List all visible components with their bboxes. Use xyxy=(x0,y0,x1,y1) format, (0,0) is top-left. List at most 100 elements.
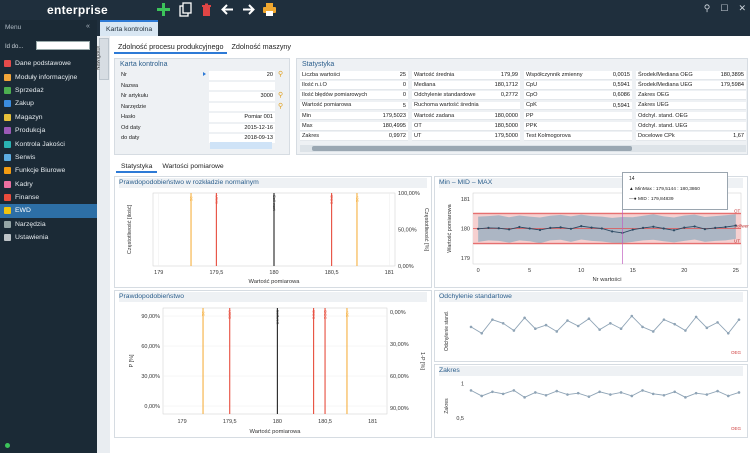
delete-icon[interactable] xyxy=(199,2,214,17)
sidebar-item-3[interactable]: Zakup xyxy=(0,97,97,110)
pin-icon[interactable]: ⚲ xyxy=(703,3,711,13)
subtab-statystyka[interactable]: Statystyka xyxy=(116,162,158,173)
data-point xyxy=(598,328,601,331)
tab-karta-kontrolna[interactable]: Karta kontrolna xyxy=(100,20,159,36)
stat-value: 0 xyxy=(402,82,406,89)
tooltip-line1-text: MinMax : 179,5144 : 180,3860 xyxy=(635,187,700,192)
y2-tick-label: 100,00% xyxy=(398,191,420,197)
sidebar-item-0[interactable]: Dane podstawowe xyxy=(0,57,97,70)
menu-item-icon xyxy=(4,100,11,108)
search-icon[interactable]: ⚲ xyxy=(278,102,284,110)
y2-axis-label: 1-P [%] xyxy=(419,352,425,370)
series-line xyxy=(470,389,740,398)
limit-label: OT xyxy=(734,209,741,214)
sidebar-item-8[interactable]: Funkcje Biurowe xyxy=(0,164,97,177)
sidebar-item-9[interactable]: Kadry xyxy=(0,178,97,191)
marker-label: -3S xyxy=(201,310,206,317)
menu-list: Dane podstawowe Moduły informacyjne Sprzed… xyxy=(0,57,97,244)
search-icon[interactable]: ⚲ xyxy=(278,92,284,99)
tab-process-capability[interactable]: Zdolność procesu produkcyjnego xyxy=(114,40,228,54)
id-select[interactable] xyxy=(36,41,90,50)
stat-row: CpO 0,6086 xyxy=(524,91,632,100)
sidebar-item-2[interactable]: Sprzedaż xyxy=(0,84,97,97)
sidebar-item-5[interactable]: Produkcja xyxy=(0,124,97,137)
stat-label: Środek/Mediana OEG xyxy=(638,71,693,78)
stat-value: 180,1712 xyxy=(494,82,518,89)
mid-point xyxy=(641,226,645,230)
mid-point xyxy=(703,227,707,231)
navigator-tab[interactable]: Nawigator xyxy=(95,38,109,80)
search-icon[interactable]: ⚲ xyxy=(278,71,284,78)
mid-point xyxy=(507,228,511,231)
x-axis-label: Nr wartości xyxy=(593,277,622,283)
maximize-icon[interactable]: ☐ xyxy=(720,3,729,13)
sidebar-item-label: Sprzedaż xyxy=(15,86,44,94)
y-tick-label: 90,00% xyxy=(141,314,160,320)
marker-label: Sollwert xyxy=(275,310,280,325)
stat-label: PP xyxy=(526,112,534,119)
stat-label: Odchyl. stand. OEG xyxy=(638,112,688,119)
karta-row-field[interactable]: 2015-12-16 xyxy=(209,123,275,132)
sidebar-item-7[interactable]: Serwis xyxy=(0,151,97,164)
scrollbar-thumb[interactable] xyxy=(312,146,632,151)
probability-chart: 90,00% 60,00% 30,00% 0,00% 0,00% 30,00% 60,00%… xyxy=(129,307,425,435)
x-tick-label: 0 xyxy=(477,268,480,274)
karta-row-field[interactable]: 20 xyxy=(209,71,275,80)
x-tick-label: 15 xyxy=(630,268,636,274)
sidebar-item-6[interactable]: Kontrola Jakości xyxy=(0,137,97,150)
forward-arrow-icon[interactable] xyxy=(241,2,256,17)
main-content: Zdolność procesu produkcyjnego Zdolność … xyxy=(110,36,750,453)
stat-label: CpU xyxy=(526,81,538,88)
karta-empty-row[interactable] xyxy=(210,142,272,149)
chart-tooltip: 14 ▲ MinMax : 179,5144 : 180,3860 —● MID… xyxy=(622,172,728,210)
tab-machine-capability[interactable]: Zdolność maszyny xyxy=(231,42,292,51)
sidebar-item-label: EWD xyxy=(15,207,31,215)
horizontal-scrollbar[interactable] xyxy=(300,145,746,152)
karta-row-field[interactable] xyxy=(209,81,275,90)
stddev-chart: OEG Odchylenie stand. xyxy=(444,306,743,356)
collapse-menu-icon[interactable]: « xyxy=(86,23,90,30)
sidebar-item-label: Kontrola Jakości xyxy=(15,140,65,148)
menu-item-icon xyxy=(4,86,11,94)
stat-label: Zakres OEG xyxy=(638,92,670,99)
sidebar-item-13[interactable]: Ustawienia xyxy=(0,231,97,244)
stat-value: 0 xyxy=(402,92,406,99)
mid-point xyxy=(487,226,490,230)
marker-label: +3S xyxy=(355,195,360,203)
copy-icon[interactable] xyxy=(178,2,193,17)
stat-label: Współczynnik zmienny xyxy=(526,71,583,78)
stat-row: Docelowe CPk 1,67 xyxy=(636,132,746,141)
sidebar-item-4[interactable]: Magazyn xyxy=(0,111,97,124)
marker-label: Soll-wert xyxy=(272,195,277,211)
close-icon[interactable]: ✕ xyxy=(738,3,746,13)
mid-point xyxy=(611,230,614,233)
x-tick-label: 180,5 xyxy=(318,419,332,425)
menu-item-icon xyxy=(4,140,11,148)
stat-value: 25 xyxy=(399,72,406,78)
stat-row: CpK 0,5941 xyxy=(524,101,632,111)
back-arrow-icon[interactable] xyxy=(220,2,235,17)
sidebar-item-1[interactable]: Moduły informacyjne xyxy=(0,70,97,83)
karta-row-field[interactable]: 2018-09-13 xyxy=(209,134,275,143)
mid-point xyxy=(724,225,727,229)
menu-item-icon xyxy=(4,60,11,68)
subtab-wartosci[interactable]: Wartości pomiarowe xyxy=(162,163,224,170)
data-point xyxy=(609,321,612,325)
karta-row-label: Hasło xyxy=(121,114,136,121)
add-icon[interactable] xyxy=(156,2,171,17)
stat-value: 0,5941 xyxy=(612,102,630,109)
karta-row-field[interactable] xyxy=(209,102,275,111)
sidebar-item-10[interactable]: Finanse xyxy=(0,191,97,204)
data-point xyxy=(491,390,494,394)
y-tick-label: 30,00% xyxy=(141,374,160,380)
stat-label: Wartość średnia xyxy=(414,71,455,78)
karta-row-field[interactable]: 3000 xyxy=(209,92,275,101)
stat-value: 0,0015 xyxy=(612,72,630,78)
karta-row-label: Nazwa xyxy=(121,82,139,89)
print-icon[interactable] xyxy=(262,2,277,17)
sidebar-item-12[interactable]: Narzędzia xyxy=(0,218,97,231)
sidebar-item-11[interactable]: EWD xyxy=(0,204,97,218)
karta-row-field[interactable]: Pomiar 001 xyxy=(209,113,275,122)
menu-item-icon xyxy=(4,153,11,161)
karta-row-value: 20 xyxy=(266,72,273,78)
